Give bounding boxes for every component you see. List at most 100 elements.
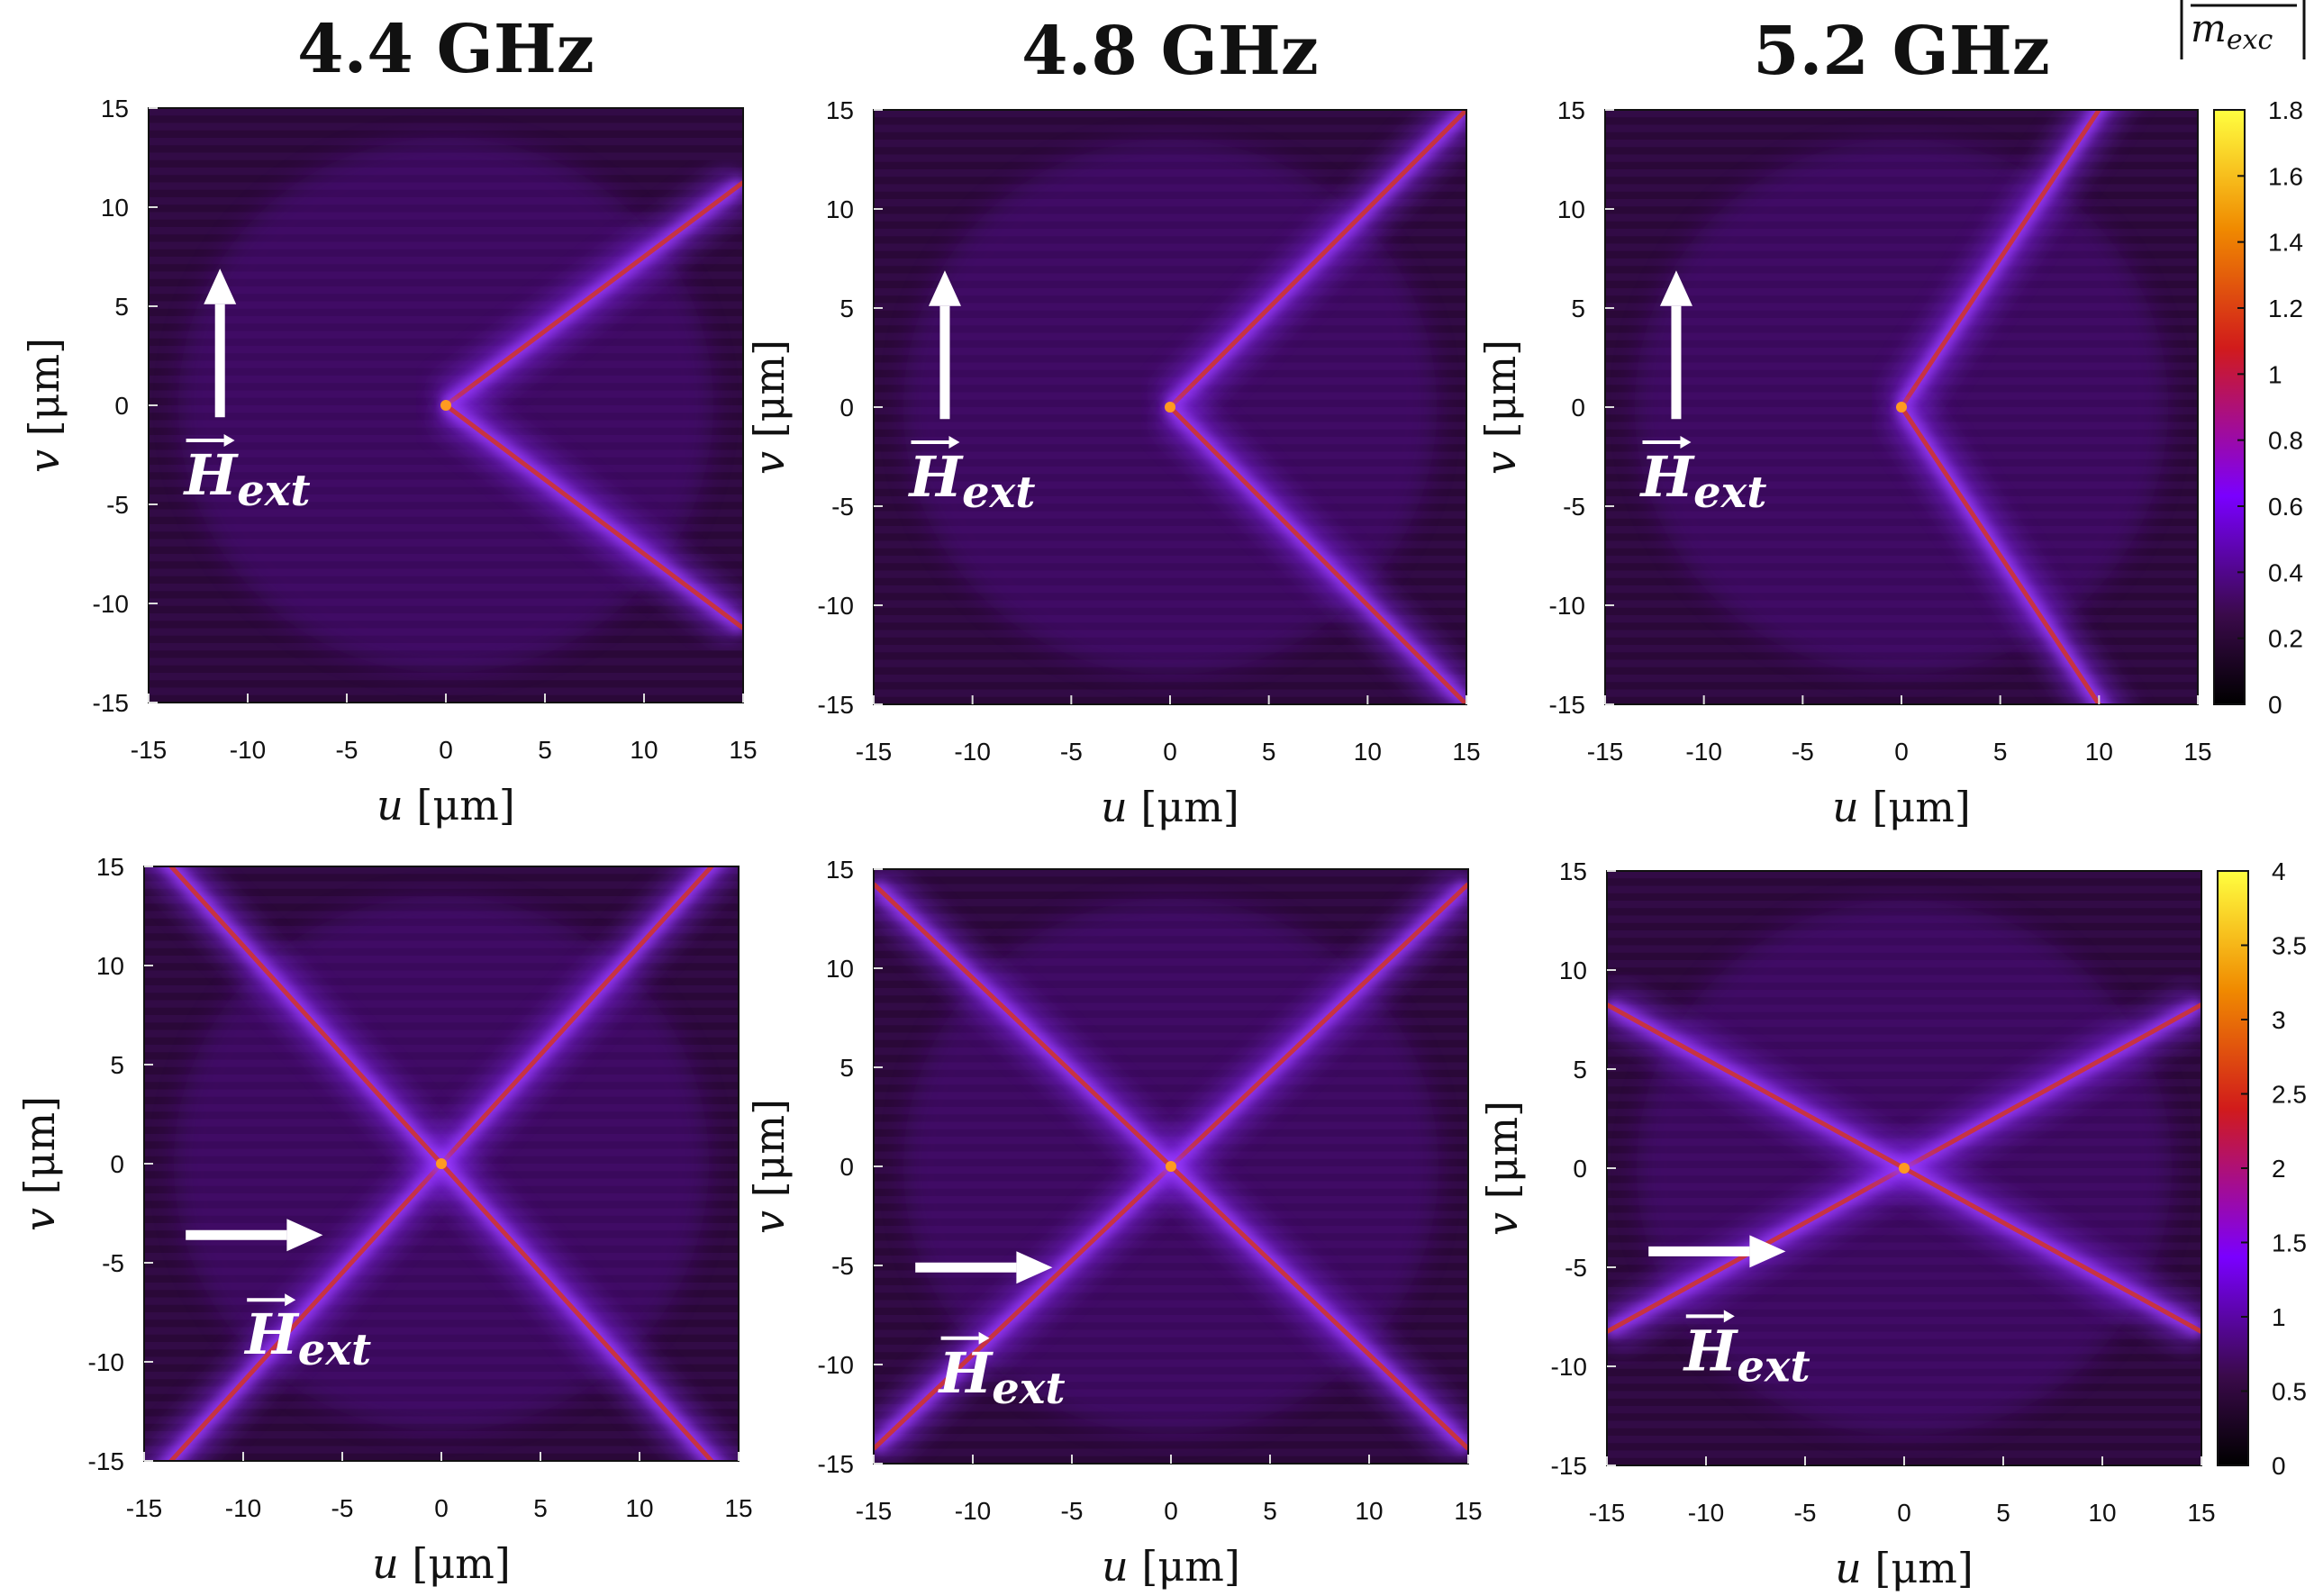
x-tick-label: 0 [1897, 1499, 1911, 1527]
heatmap-image [874, 869, 1468, 1464]
source-point [436, 1158, 447, 1169]
arrow-head [1749, 1235, 1786, 1268]
field-arrow: Hext [907, 270, 1035, 518]
texture-stripe [874, 869, 1468, 877]
source-point [1899, 1163, 1910, 1174]
y-tick-label: 10 [1557, 195, 1585, 223]
texture-stripe [874, 110, 1466, 118]
texture-stripe [1605, 110, 2198, 118]
y-tick-label: 15 [1559, 857, 1587, 885]
x-tick-label: 10 [630, 736, 658, 764]
y-tick-label: 0 [1573, 1155, 1587, 1183]
texture-stripe [874, 124, 1466, 132]
x-tick-label: -5 [1792, 738, 1814, 766]
y-axis-label: v [μm] [745, 340, 794, 475]
colorbar-tick-label: 0.6 [2268, 493, 2303, 521]
x-tick-label: -5 [336, 736, 358, 764]
beam-core [1899, 405, 2102, 704]
x-tick-label: -5 [1061, 1497, 1084, 1525]
texture-stripe [144, 866, 739, 875]
y-tick-label: 5 [1573, 1056, 1587, 1084]
x-tick-label: 0 [434, 1494, 449, 1522]
heatmap-image [1607, 871, 2201, 1465]
x-tick-label: 5 [538, 736, 552, 764]
field-label: Hext [1683, 1318, 1810, 1392]
y-tick-label: 15 [826, 96, 854, 124]
colorbar-tick-label: 2 [2272, 1155, 2286, 1183]
colorbar-tick-label: 1 [2268, 360, 2282, 388]
field-label: Hext [1638, 444, 1766, 518]
vector-arrowhead [948, 436, 960, 449]
y-tick-label: 15 [96, 853, 124, 881]
beam-core [444, 404, 743, 630]
x-tick-label: -15 [1589, 1499, 1625, 1527]
colorbar-tick-label: 0.4 [2268, 558, 2303, 586]
x-axis-label: u [μm] [1835, 1544, 1974, 1592]
y-tick-label: 15 [826, 856, 854, 884]
panel-title: 4.8 GHz [1021, 13, 1319, 90]
x-tick-label: -15 [131, 736, 167, 764]
x-tick-label: 15 [1452, 738, 1480, 766]
colorbar-bottom: 0 0.5 1 1.5 2 2.5 3 3.5 4 [2217, 857, 2307, 1480]
y-tick-label: 10 [1559, 957, 1587, 984]
texture-stripe [874, 1448, 1468, 1456]
arrow-head [286, 1219, 323, 1252]
heatmap-panel-5: -15 -10 -5 0 5 10 15 -15 -10 -5 0 5 10 15 u [μm] v [μm]… [745, 856, 1483, 1591]
x-tick-label: 10 [2088, 1499, 2116, 1527]
x-tick-label: -10 [1685, 738, 1721, 766]
vector-arrowhead [1680, 436, 1692, 449]
x-tick-label: -10 [225, 1494, 261, 1522]
source-point [440, 400, 451, 411]
source-point [1165, 402, 1175, 413]
field-label: Hext [938, 1340, 1066, 1414]
texture-stripe [1605, 124, 2198, 132]
beam-core [1899, 110, 2102, 409]
texture-stripe [874, 675, 1466, 683]
x-tick-label: 5 [533, 1494, 548, 1522]
y-tick-label: 10 [826, 955, 854, 983]
x-tick-label: 15 [1454, 1497, 1482, 1525]
field-arrow: Hext [183, 268, 311, 516]
x-axis-label: u [μm] [1101, 783, 1239, 831]
panel-title: 4.4 GHz [297, 11, 594, 88]
panels-layer: -15 -10 -5 0 5 10 15 -15 -10 -5 0 5 10 15 u [μm] v [μm]… [15, 11, 2216, 1592]
colorbar-tick-label: 0 [2272, 1452, 2286, 1480]
x-tick-label: -15 [856, 738, 892, 766]
vector-arrowhead [223, 434, 235, 447]
heatmap-panel-6: -15 -10 -5 0 5 10 15 -15 -10 -5 0 5 10 15 u [μm] v [μm]… [1478, 857, 2216, 1592]
colorbar-title: mexc [2180, 0, 2306, 59]
arrow-head [928, 270, 961, 306]
x-tick-label: -15 [856, 1497, 892, 1525]
heatmap-image [149, 108, 743, 703]
field-arrow: Hext [1638, 270, 1766, 518]
x-axis-label: u [μm] [1102, 1542, 1240, 1591]
y-tick-label: -5 [1565, 1254, 1587, 1282]
y-tick-label: 5 [110, 1051, 124, 1079]
texture-stripe [144, 1446, 739, 1454]
x-axis-label: u [μm] [372, 1539, 511, 1588]
beam-core [444, 180, 743, 407]
field-label: Hext [183, 442, 311, 516]
texture-stripe [1605, 675, 2198, 683]
x-tick-label: 5 [1263, 1497, 1277, 1525]
colorbar-tick-label: 1.8 [2268, 96, 2303, 124]
texture-stripe [149, 122, 743, 131]
field-label: Hext [243, 1301, 371, 1375]
texture-stripe [874, 884, 1468, 892]
y-tick-label: -15 [93, 689, 129, 717]
heatmap-image [1605, 110, 2198, 704]
field-arrow: Hext [915, 1251, 1066, 1414]
field-label: Hext [907, 444, 1035, 518]
x-tick-label: -10 [230, 736, 266, 764]
y-tick-label: 0 [1571, 394, 1585, 422]
y-tick-label: -10 [818, 1351, 854, 1379]
texture-stripe [149, 108, 743, 116]
heatmap-panel-1: -15 -10 -5 0 5 10 15 -15 -10 -5 0 5 10 15 u [μm] v [μm]… [20, 11, 758, 830]
y-tick-label: -5 [106, 491, 129, 519]
vector-arrowhead [1723, 1310, 1735, 1323]
y-tick-label: 10 [96, 952, 124, 980]
y-tick-label: 5 [839, 1054, 854, 1082]
arrow-head [204, 268, 237, 304]
x-tick-label: 0 [1163, 738, 1177, 766]
panel-title: 5.2 GHz [1753, 13, 2050, 90]
